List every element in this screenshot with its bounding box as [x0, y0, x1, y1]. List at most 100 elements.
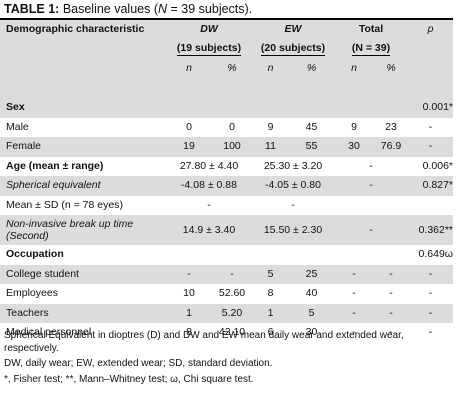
note-tests: *, Fisher test; **, Mann–Whitney test; ω… [4, 373, 254, 385]
cell-ew-n: 9 [267, 120, 274, 133]
row-label: Employees [6, 287, 58, 300]
row-p: 0.827* [408, 176, 454, 196]
table-row: Employees 10 52.60 8 40 - - - [0, 284, 453, 304]
table-top-rule [0, 18, 453, 20]
cell-ew-n: 1 [252, 303, 289, 323]
table-title: TABLE 1: Baseline values (N = 39 subject… [4, 2, 252, 16]
cell-total-pct: - [374, 264, 409, 284]
row-label: College student [0, 264, 166, 284]
row-p: 0.006* [422, 159, 454, 172]
row-label: Female [0, 137, 166, 157]
row-p: - [408, 137, 454, 157]
header-total-pct: % [374, 59, 409, 79]
cell-dw-n: 10 [183, 287, 195, 300]
cell-dw-n: 19 [166, 137, 212, 157]
table-title-n: N [158, 2, 168, 16]
header-ew-pct: % [289, 59, 335, 79]
row-label-line1: Non-invasive break up time [6, 218, 134, 230]
cell-dw: 14.9 ± 3.40 [166, 215, 252, 245]
cell-total-n: - [352, 326, 356, 339]
row-p: - [408, 264, 454, 284]
cell-total-pct: - [389, 287, 393, 300]
cell-ew-pct: 30 [305, 326, 318, 339]
cell-dw-pct: 52.60 [218, 287, 246, 300]
cell-dw-n: 8 [186, 326, 192, 339]
table-row: Female 19 100 11 55 30 76.9 - [0, 137, 454, 157]
row-label-line2: (Second) [6, 230, 49, 242]
cell-ew: 25.30 ± 3.20 [263, 159, 323, 172]
cell-dw-pct: 5.20 [212, 303, 252, 323]
note-spherical: Spherical Equivalent in dioptres (D) and… [4, 330, 404, 354]
row-label: Age (mean ± range) [6, 159, 104, 172]
cell-dw: -4.08 ± 0.88 [166, 176, 252, 196]
cell-ew-n: 8 [267, 287, 274, 300]
cell-total-n: - [334, 264, 375, 284]
cell-dw-pct: 0 [229, 120, 235, 133]
table-title-text-end: = 39 subjects). [167, 2, 253, 16]
row-label: Mean ± SD (n = 78 eyes) [6, 198, 123, 211]
cell-dw-pct: 100 [212, 137, 252, 157]
row-label: Spherical equivalent [0, 176, 166, 196]
header-ew-n: n [252, 59, 289, 79]
row-p: - [428, 287, 433, 300]
cell-ew-n: 11 [252, 137, 289, 157]
row-p: 0.001* [408, 98, 454, 118]
header-dw: DW [166, 20, 252, 40]
cell-total [334, 196, 408, 216]
table-title-prefix: TABLE 1: [4, 2, 60, 16]
table-row: College student - - 5 25 - - - [0, 264, 454, 284]
cell-total-n: 30 [334, 137, 375, 157]
cell-ew-pct: 25 [289, 264, 335, 284]
table-row: Teachers 1 5.20 1 5 - - - [0, 303, 454, 323]
cell-total: - [334, 215, 409, 245]
cell-ew-pct: 45 [305, 120, 318, 133]
table-row: Sex 0.001* [0, 98, 454, 118]
cell-ew: 15.50 ± 2.30 [252, 215, 335, 245]
cell-dw-pct: 42.10 [218, 326, 246, 339]
cell-total-pct: - [389, 326, 393, 339]
row-label: Non-invasive break up time (Second) [0, 215, 166, 245]
header-total-n: n [334, 59, 375, 79]
note-abbreviations: DW, daily wear; EW, extended wear; SD, s… [4, 358, 273, 369]
row-p: - [428, 326, 433, 339]
row-label: Medical personnel [6, 326, 92, 339]
cell-dw: 27.80 ± 4.40 [179, 159, 239, 172]
header-row-3: n % n % n % [0, 59, 454, 79]
cell-dw-pct: - [212, 264, 252, 284]
table-row: Male 0 0 9 45 9 23 - [0, 118, 453, 138]
header-dw-n: n [166, 59, 212, 79]
cell-ew-n: 5 [252, 264, 289, 284]
cell-total-n: - [334, 303, 375, 323]
cell-total: - [334, 176, 409, 196]
row-p: 0.649ω [418, 248, 454, 261]
header-total-sub: (N = 39) [351, 42, 391, 57]
table-notes: Spherical Equivalent in dioptres (D) and… [4, 330, 454, 389]
row-label: Teachers [0, 303, 166, 323]
row-p: - [408, 303, 454, 323]
header-dw-pct: % [212, 59, 252, 79]
header-ew-sub: (20 subjects) [260, 42, 326, 57]
row-p: - [428, 120, 433, 133]
header-p: p [408, 20, 454, 40]
cell-dw-n: 1 [166, 303, 212, 323]
header-characteristic: Demographic characteristic [0, 20, 166, 40]
cell-ew-pct: 55 [289, 137, 335, 157]
cell-total-pct: 76.9 [374, 137, 409, 157]
cell-ew: -4.05 ± 0.80 [252, 176, 335, 196]
row-p [408, 196, 453, 216]
cell-ew-n: 6 [267, 326, 274, 339]
table-row: Spherical equivalent -4.08 ± 0.88 -4.05 … [0, 176, 454, 196]
table-row: Medical personnel 8 42.10 6 30 - - - [0, 323, 453, 343]
header-row-1: Demographic characteristic DW EW Total p [0, 20, 454, 40]
table-row: Mean ± SD (n = 78 eyes) - - [0, 196, 453, 216]
cell-total: - [369, 159, 373, 172]
cell-ew: - [291, 198, 295, 211]
header-total: Total [334, 20, 409, 40]
cell-total-n: 9 [351, 120, 357, 133]
header-ew: EW [252, 20, 335, 40]
table-row: Non-invasive break up time (Second) 14.9… [0, 215, 454, 245]
row-label: Sex [0, 98, 166, 118]
row-label: Male [6, 120, 29, 133]
row-p: 0.362** [408, 215, 454, 245]
table-row: Occupation 0.649ω [0, 245, 453, 265]
